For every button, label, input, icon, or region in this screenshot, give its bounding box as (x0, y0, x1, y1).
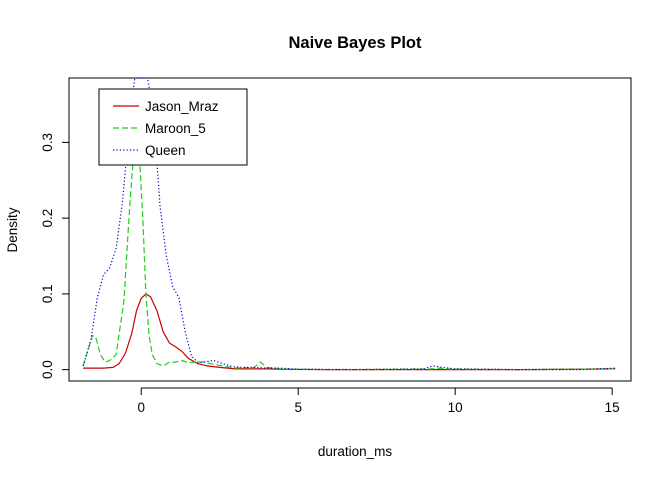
y-axis-label: Density (5, 207, 20, 252)
legend-label: Maroon_5 (145, 121, 206, 136)
series-line-jason-mraz (83, 293, 616, 371)
legend-label: Jason_Mraz (145, 99, 219, 114)
x-axis-label: duration_ms (318, 444, 393, 459)
x-axis: 0 5 10 15 (137, 387, 620, 415)
x-tick-label: 15 (605, 400, 620, 415)
chart-title: Naive Bayes Plot (289, 34, 422, 52)
legend: Jason_Mraz Maroon_5 Queen (98, 88, 248, 166)
legend-label: Queen (145, 143, 186, 158)
x-tick-label: 10 (448, 400, 463, 415)
series-line-maroon-5 (82, 145, 616, 371)
y-tick-label: 0.3 (40, 133, 55, 152)
y-tick-label: 0.0 (40, 360, 55, 379)
x-tick-label: 0 (137, 400, 145, 415)
x-tick-label: 5 (294, 400, 302, 415)
y-tick-label: 0.1 (40, 284, 55, 303)
legend-box (98, 88, 248, 166)
y-axis: 0.0 0.1 0.2 0.3 (40, 133, 70, 379)
series-lines (82, 78, 616, 371)
y-tick-label: 0.2 (40, 209, 55, 228)
